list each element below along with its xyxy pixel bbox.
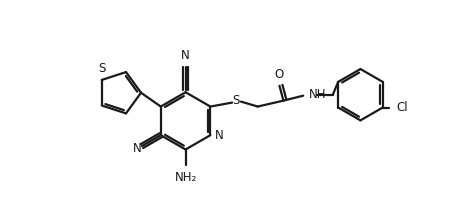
Text: S: S (98, 62, 105, 75)
Text: Cl: Cl (396, 101, 407, 114)
Text: N: N (215, 129, 224, 142)
Text: NH₂: NH₂ (174, 171, 196, 184)
Text: O: O (274, 68, 284, 81)
Text: S: S (232, 94, 239, 107)
Text: N: N (181, 49, 190, 62)
Text: N: N (133, 142, 142, 155)
Text: NH: NH (308, 88, 326, 101)
